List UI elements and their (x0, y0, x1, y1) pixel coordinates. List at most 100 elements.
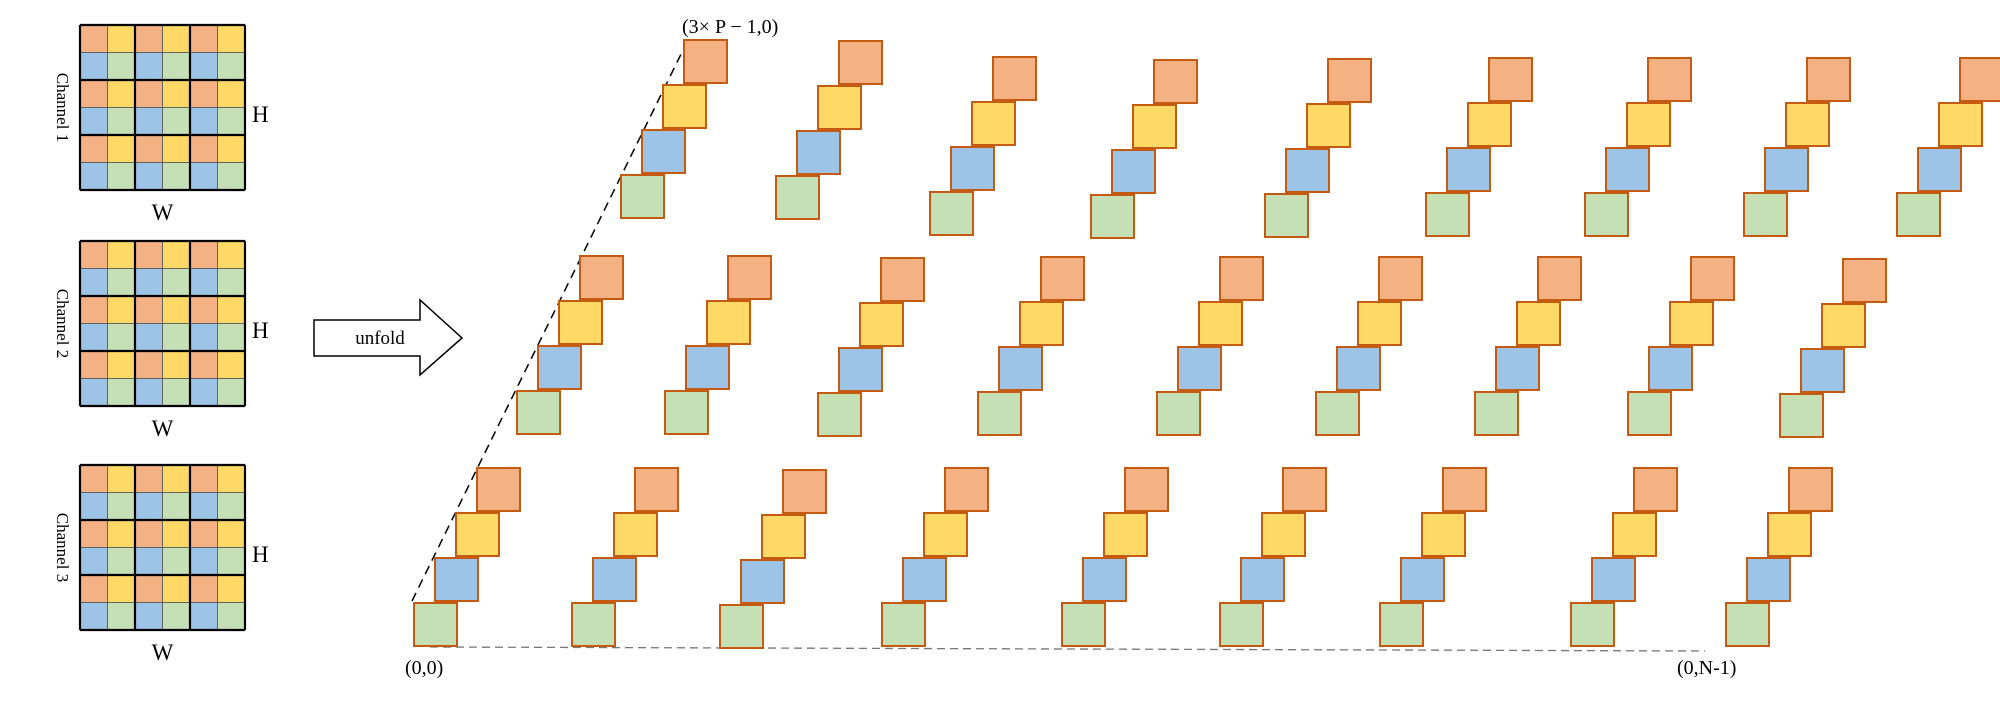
grid-cell (134, 602, 163, 631)
grid-cell (217, 323, 246, 352)
patch-square (558, 300, 603, 345)
unfolded-patch-column (1156, 256, 1264, 436)
patch-square (685, 345, 730, 390)
patch-square (1306, 103, 1351, 148)
width-label: W (152, 416, 174, 441)
grid-cell (217, 162, 246, 191)
unfolded-patch-column (1474, 256, 1582, 436)
patch-square (740, 559, 785, 604)
patch-square (571, 602, 616, 647)
patch-square (950, 146, 995, 191)
patch-square (998, 346, 1043, 391)
channel-grids: Channel 1 H W Channel 2 H W Channel 3 H W (53, 23, 269, 665)
grid-cell (107, 162, 136, 191)
patch-square (1743, 192, 1788, 237)
grid-cell (162, 52, 191, 81)
patch-square (1261, 512, 1306, 557)
grid-cell (189, 134, 218, 163)
patch-square (880, 257, 925, 302)
patch-square (683, 39, 728, 84)
channel-label: Channel 2 (53, 289, 72, 358)
channel-label: Channel 1 (53, 73, 72, 142)
grid-cell (162, 378, 191, 407)
grid-cell (107, 547, 136, 576)
patch-square (1177, 346, 1222, 391)
grid-cell (162, 492, 191, 521)
grid-cell (189, 107, 218, 136)
grid-cell (189, 378, 218, 407)
grid-cell (107, 574, 136, 603)
grid-cell (217, 79, 246, 108)
grid-cell (79, 547, 108, 576)
unfolded-patch-column (1725, 467, 1833, 647)
unfolded-patch-column (1090, 59, 1198, 239)
grid-cell (217, 574, 246, 603)
unfolded-patches (413, 39, 2000, 649)
patch-square (929, 191, 974, 236)
grid-cell (134, 79, 163, 108)
grid-cell (134, 268, 163, 297)
patch-square (1779, 393, 1824, 438)
unfolded-patch-column (977, 256, 1085, 436)
grid-cell (79, 24, 108, 53)
grid-cell (217, 464, 246, 493)
grid-cell (162, 240, 191, 269)
patch-square (1647, 57, 1692, 102)
grid-cell (107, 350, 136, 379)
channel-grid-3 (78, 463, 247, 632)
grid-cell (79, 350, 108, 379)
unfolded-patch-column (571, 467, 679, 647)
grid-cell (107, 240, 136, 269)
patch-square (455, 512, 500, 557)
grid-cell (217, 268, 246, 297)
patch-square (613, 512, 658, 557)
patch-square (1626, 102, 1671, 147)
patch-square (1421, 512, 1466, 557)
patch-square (1633, 467, 1678, 512)
patch-square (1474, 391, 1519, 436)
patch-square (902, 557, 947, 602)
grid-cell (107, 378, 136, 407)
top-coordinate-label: (3× P − 1,0) (682, 16, 778, 38)
grid-cell (79, 519, 108, 548)
grid-cell (134, 323, 163, 352)
unfolded-patch-column (1061, 467, 1169, 647)
grid-cell (107, 295, 136, 324)
patch-square (1061, 602, 1106, 647)
patch-square (971, 101, 1016, 146)
patch-square (1767, 512, 1812, 557)
grid-cell (162, 350, 191, 379)
patch-square (1488, 57, 1533, 102)
grid-cell (79, 107, 108, 136)
patch-square (413, 602, 458, 647)
unfolded-patch-column (719, 469, 827, 649)
patch-square (1725, 602, 1770, 647)
patch-square (1264, 193, 1309, 238)
grid-cell (162, 134, 191, 163)
patch-square (727, 255, 772, 300)
grid-cell (134, 378, 163, 407)
grid-cell (79, 240, 108, 269)
grid-cell (162, 547, 191, 576)
grid-cell (107, 492, 136, 521)
grid-cell (79, 162, 108, 191)
patch-square (537, 345, 582, 390)
patch-square (1516, 301, 1561, 346)
grid-cell (162, 519, 191, 548)
grid-cell (134, 574, 163, 603)
grid-cell (217, 378, 246, 407)
grid-cell (134, 134, 163, 163)
unfolded-patch-column (516, 255, 624, 435)
grid-cell (189, 240, 218, 269)
grid-cell (79, 268, 108, 297)
patch-square (634, 467, 679, 512)
grid-cell (134, 162, 163, 191)
grid-cell (107, 24, 136, 53)
patch-square (1446, 147, 1491, 192)
unfolded-patch-column (1425, 57, 1533, 237)
patch-square (1785, 102, 1830, 147)
patch-square (977, 391, 1022, 436)
grid-cell (134, 464, 163, 493)
patch-square (1788, 467, 1833, 512)
